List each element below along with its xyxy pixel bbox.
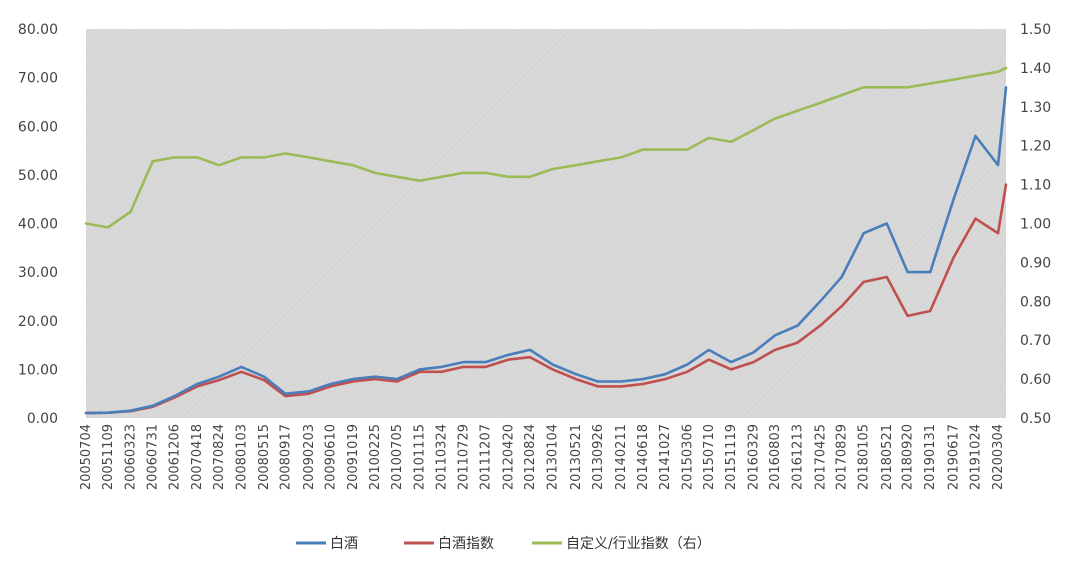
- x-tick-label: 20061206: [168, 424, 183, 490]
- left-y-tick-label: 60.00: [18, 119, 58, 135]
- series-lines: [84, 66, 1008, 415]
- x-tick-label: 20190131: [923, 424, 938, 490]
- right-y-tick-label: 1.40: [1020, 61, 1051, 77]
- x-tick-label: 20170425: [813, 424, 828, 490]
- right-y-tick-label: 0.80: [1020, 294, 1051, 310]
- x-tick-label: 20160329: [747, 424, 762, 490]
- x-tick-label: 20120824: [523, 424, 538, 490]
- x-tick-label: 20080917: [278, 424, 293, 490]
- right-y-tick-label: 1.00: [1020, 217, 1051, 233]
- right-y-tick-label: 0.90: [1020, 255, 1051, 271]
- right-y-tick-label: 0.50: [1020, 411, 1051, 427]
- left-y-axis: 0.00 10.00 20.00 30.00 40.00 50.00 60.00 70.00 8…: [18, 22, 58, 427]
- x-tick-label: 20170829: [835, 424, 850, 490]
- x-tick-label: 20080103: [234, 424, 249, 490]
- plot-area: [86, 29, 1006, 418]
- x-tick-label: 20090610: [324, 424, 339, 490]
- x-tick-label: 20111207: [479, 424, 494, 490]
- x-tick-label: 20080515: [257, 424, 272, 490]
- x-tick-label: 20180521: [880, 424, 895, 490]
- series-line: [84, 66, 1008, 229]
- x-tick-label: 20191024: [969, 424, 984, 490]
- x-tick-label: 20151119: [724, 424, 739, 490]
- x-tick-label: 20200304: [991, 424, 1006, 490]
- legend-label: 白酒: [330, 536, 358, 552]
- right-y-axis: 0.50 0.60 0.70 0.80 0.90 1.00 1.10 1.20 1.30 1.40…: [1020, 22, 1051, 427]
- x-tick-label: 20180920: [901, 424, 916, 490]
- x-tick-label: 20150710: [702, 424, 717, 490]
- left-y-tick-label: 50.00: [18, 168, 58, 184]
- x-tick-label: 20100225: [368, 424, 383, 490]
- x-tick-label: 20130104: [546, 424, 561, 490]
- x-tick-label: 20161213: [791, 424, 806, 490]
- x-tick-label: 20090203: [302, 424, 317, 490]
- x-tick-label: 20060323: [124, 424, 139, 490]
- x-axis: 20050704 20051109 20060323 20060731 20061206…: [79, 424, 1006, 490]
- x-tick-label: 20110729: [456, 424, 471, 490]
- x-tick-label: 20070824: [212, 424, 227, 490]
- left-y-tick-label: 40.00: [18, 217, 58, 233]
- x-tick-label: 20110324: [435, 424, 450, 490]
- legend: 白酒 白酒指数 自定义/行业指数（右）: [296, 536, 711, 552]
- x-tick-label: 20180105: [857, 424, 872, 490]
- right-y-tick-label: 1.10: [1020, 178, 1051, 194]
- x-tick-label: 20150306: [680, 424, 695, 490]
- right-y-tick-label: 0.60: [1020, 372, 1051, 388]
- x-tick-label: 20100705: [390, 424, 405, 490]
- x-tick-label: 20130521: [569, 424, 584, 490]
- x-tick-label: 20050704: [79, 424, 94, 490]
- legend-label: 白酒指数: [438, 536, 494, 552]
- x-tick-label: 20141027: [658, 424, 673, 490]
- x-tick-label: 20060731: [146, 424, 161, 490]
- left-y-tick-label: 80.00: [18, 22, 58, 38]
- x-tick-label: 20140618: [636, 424, 651, 490]
- x-tick-label: 20091019: [346, 424, 361, 490]
- x-tick-label: 20160803: [768, 424, 783, 490]
- right-y-tick-label: 1.30: [1020, 100, 1051, 116]
- x-tick-label: 20101115: [413, 424, 428, 490]
- left-y-tick-label: 30.00: [18, 265, 58, 281]
- right-y-tick-label: 1.50: [1020, 22, 1051, 38]
- x-tick-label: 20120420: [502, 424, 517, 490]
- left-y-tick-label: 0.00: [27, 411, 58, 427]
- x-tick-label: 20051109: [101, 424, 116, 490]
- right-y-tick-label: 1.20: [1020, 139, 1051, 155]
- left-y-tick-label: 10.00: [18, 362, 58, 378]
- series-line: [84, 183, 1008, 415]
- series-line: [84, 86, 1008, 415]
- left-y-tick-label: 70.00: [18, 71, 58, 87]
- left-y-tick-label: 20.00: [18, 314, 58, 330]
- x-tick-label: 20190617: [947, 424, 962, 490]
- legend-label: 自定义/行业指数（右）: [566, 536, 711, 552]
- x-tick-label: 20070418: [190, 424, 205, 490]
- x-tick-label: 20130926: [591, 424, 606, 490]
- right-y-tick-label: 0.70: [1020, 333, 1051, 349]
- x-tick-label: 20140211: [614, 424, 629, 490]
